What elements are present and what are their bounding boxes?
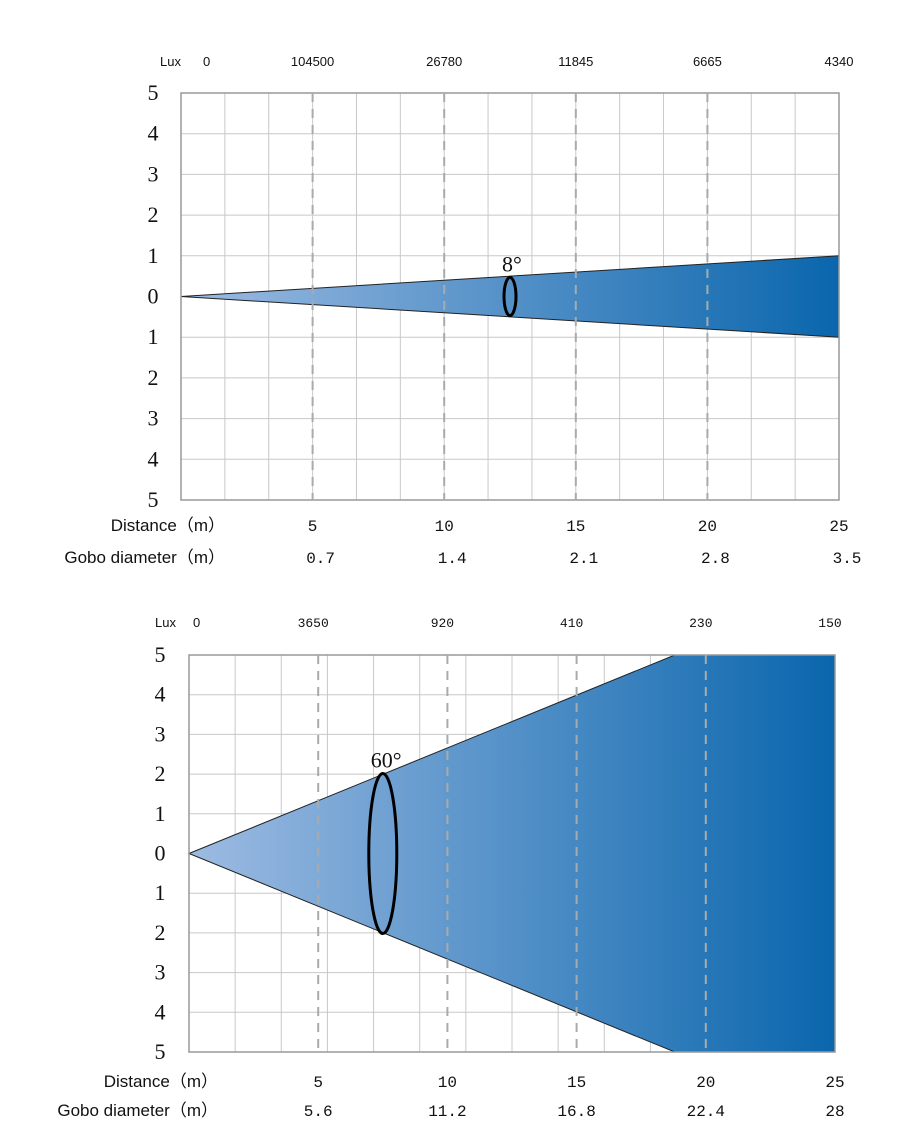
chart2-distance-values: 5 10 15 20 25 xyxy=(313,1074,844,1092)
chart1-y-tick: 4 xyxy=(148,121,159,146)
chart2-y-tick: 5 xyxy=(155,642,166,667)
chart2-distance-value: 20 xyxy=(696,1074,715,1092)
chart2-gobo-label: Gobo diameter（m） xyxy=(57,1101,218,1120)
chart2-lux-value: 410 xyxy=(560,616,583,631)
chart1-lux-value: 4340 xyxy=(825,54,854,69)
chart2-y-tick: 5 xyxy=(155,1039,166,1064)
chart2-y-tick-labels: 5 4 3 2 1 0 1 2 3 4 5 xyxy=(155,642,166,1064)
chart2-gobo-value: 16.8 xyxy=(557,1103,595,1121)
chart2-lux-value: 920 xyxy=(431,616,454,631)
chart1-distance-markers xyxy=(311,93,709,500)
chart2-y-tick: 2 xyxy=(155,920,166,945)
chart1-y-tick: 2 xyxy=(148,365,159,390)
chart2-lux-origin: 0 xyxy=(193,615,200,630)
chart2-distance-value: 5 xyxy=(313,1074,323,1092)
chart2-gobo-value: 11.2 xyxy=(428,1103,466,1121)
chart2-y-tick: 1 xyxy=(155,880,166,905)
chart1-gobo-value: 2.8 xyxy=(701,550,730,568)
chart2-y-tick: 4 xyxy=(155,999,166,1024)
chart-60-degree: 60° Lux 0 3650 920 410 230 150 5 4 3 2 1… xyxy=(57,615,844,1121)
chart1-distance-value: 20 xyxy=(698,518,717,536)
chart2-distance-label: Distance（m） xyxy=(104,1072,218,1091)
chart-8-degree: 8° Lux 0 104500 26780 11845 6665 4340 5 … xyxy=(64,54,861,568)
chart1-lux-value: 6665 xyxy=(693,54,722,69)
chart1-gobo-label: Gobo diameter（m） xyxy=(64,548,225,567)
chart1-lux-values: 104500 26780 11845 6665 4340 xyxy=(291,54,854,69)
chart1-y-tick-labels: 5 4 3 2 1 0 1 2 3 4 5 xyxy=(148,80,159,512)
chart1-lux-value: 11845 xyxy=(558,54,593,69)
chart1-y-tick: 2 xyxy=(148,202,159,227)
chart2-distance-value: 15 xyxy=(567,1074,586,1092)
chart1-distance-value: 25 xyxy=(829,518,848,536)
chart1-y-tick: 0 xyxy=(148,284,159,309)
chart2-y-tick: 2 xyxy=(155,761,166,786)
chart2-gobo-value: 5.6 xyxy=(304,1103,333,1121)
chart1-y-tick: 5 xyxy=(148,80,159,105)
chart2-gobo-value: 22.4 xyxy=(687,1103,725,1121)
chart1-lux-value: 26780 xyxy=(426,54,462,69)
chart1-y-tick: 3 xyxy=(148,406,159,431)
chart1-y-tick: 5 xyxy=(148,487,159,512)
chart2-beam-ellipse xyxy=(367,772,399,935)
chart1-gobo-values: 0.7 1.4 2.1 2.8 3.5 xyxy=(306,550,861,568)
chart1-beam-angle-label: 8° xyxy=(502,252,522,277)
chart1-distance-label: Distance（m） xyxy=(111,516,225,535)
chart1-gobo-value: 0.7 xyxy=(306,550,335,568)
chart2-y-tick: 0 xyxy=(155,841,166,866)
chart2-y-tick: 3 xyxy=(155,960,166,985)
chart2-gobo-value: 28 xyxy=(825,1103,844,1121)
chart2-beam-angle-label: 60° xyxy=(371,748,402,773)
chart1-beam-ellipse xyxy=(502,276,518,317)
chart2-distance-value: 25 xyxy=(825,1074,844,1092)
chart1-y-tick: 1 xyxy=(148,324,159,349)
chart1-gobo-value: 1.4 xyxy=(438,550,467,568)
chart1-gobo-value: 2.1 xyxy=(569,550,598,568)
chart1-distance-values: 5 10 15 20 25 xyxy=(308,518,849,536)
chart1-y-tick: 1 xyxy=(148,243,159,268)
chart1-y-tick: 3 xyxy=(148,161,159,186)
chart1-lux-value: 104500 xyxy=(291,54,334,69)
chart2-y-tick: 1 xyxy=(155,801,166,826)
chart2-lux-label: Lux xyxy=(155,615,176,630)
chart2-y-tick: 4 xyxy=(155,682,166,707)
chart1-lux-label: Lux xyxy=(160,54,181,69)
chart1-distance-value: 15 xyxy=(566,518,585,536)
chart2-distance-value: 10 xyxy=(438,1074,457,1092)
chart2-lux-value: 230 xyxy=(689,616,712,631)
chart2-y-tick: 3 xyxy=(155,721,166,746)
chart1-y-tick: 4 xyxy=(148,446,159,471)
chart1-gobo-value: 3.5 xyxy=(833,550,862,568)
chart1-plot-border xyxy=(180,92,840,501)
chart1-distance-value: 10 xyxy=(435,518,454,536)
chart1-distance-value: 5 xyxy=(308,518,318,536)
chart2-lux-value: 3650 xyxy=(298,616,329,631)
chart2-lux-values: 3650 920 410 230 150 xyxy=(298,616,842,631)
chart2-plot-border xyxy=(188,654,836,1053)
chart2-gobo-values: 5.6 11.2 16.8 22.4 28 xyxy=(304,1103,845,1121)
chart2-distance-markers xyxy=(317,655,707,1052)
chart1-lux-origin: 0 xyxy=(203,54,210,69)
chart2-lux-value: 150 xyxy=(818,616,841,631)
